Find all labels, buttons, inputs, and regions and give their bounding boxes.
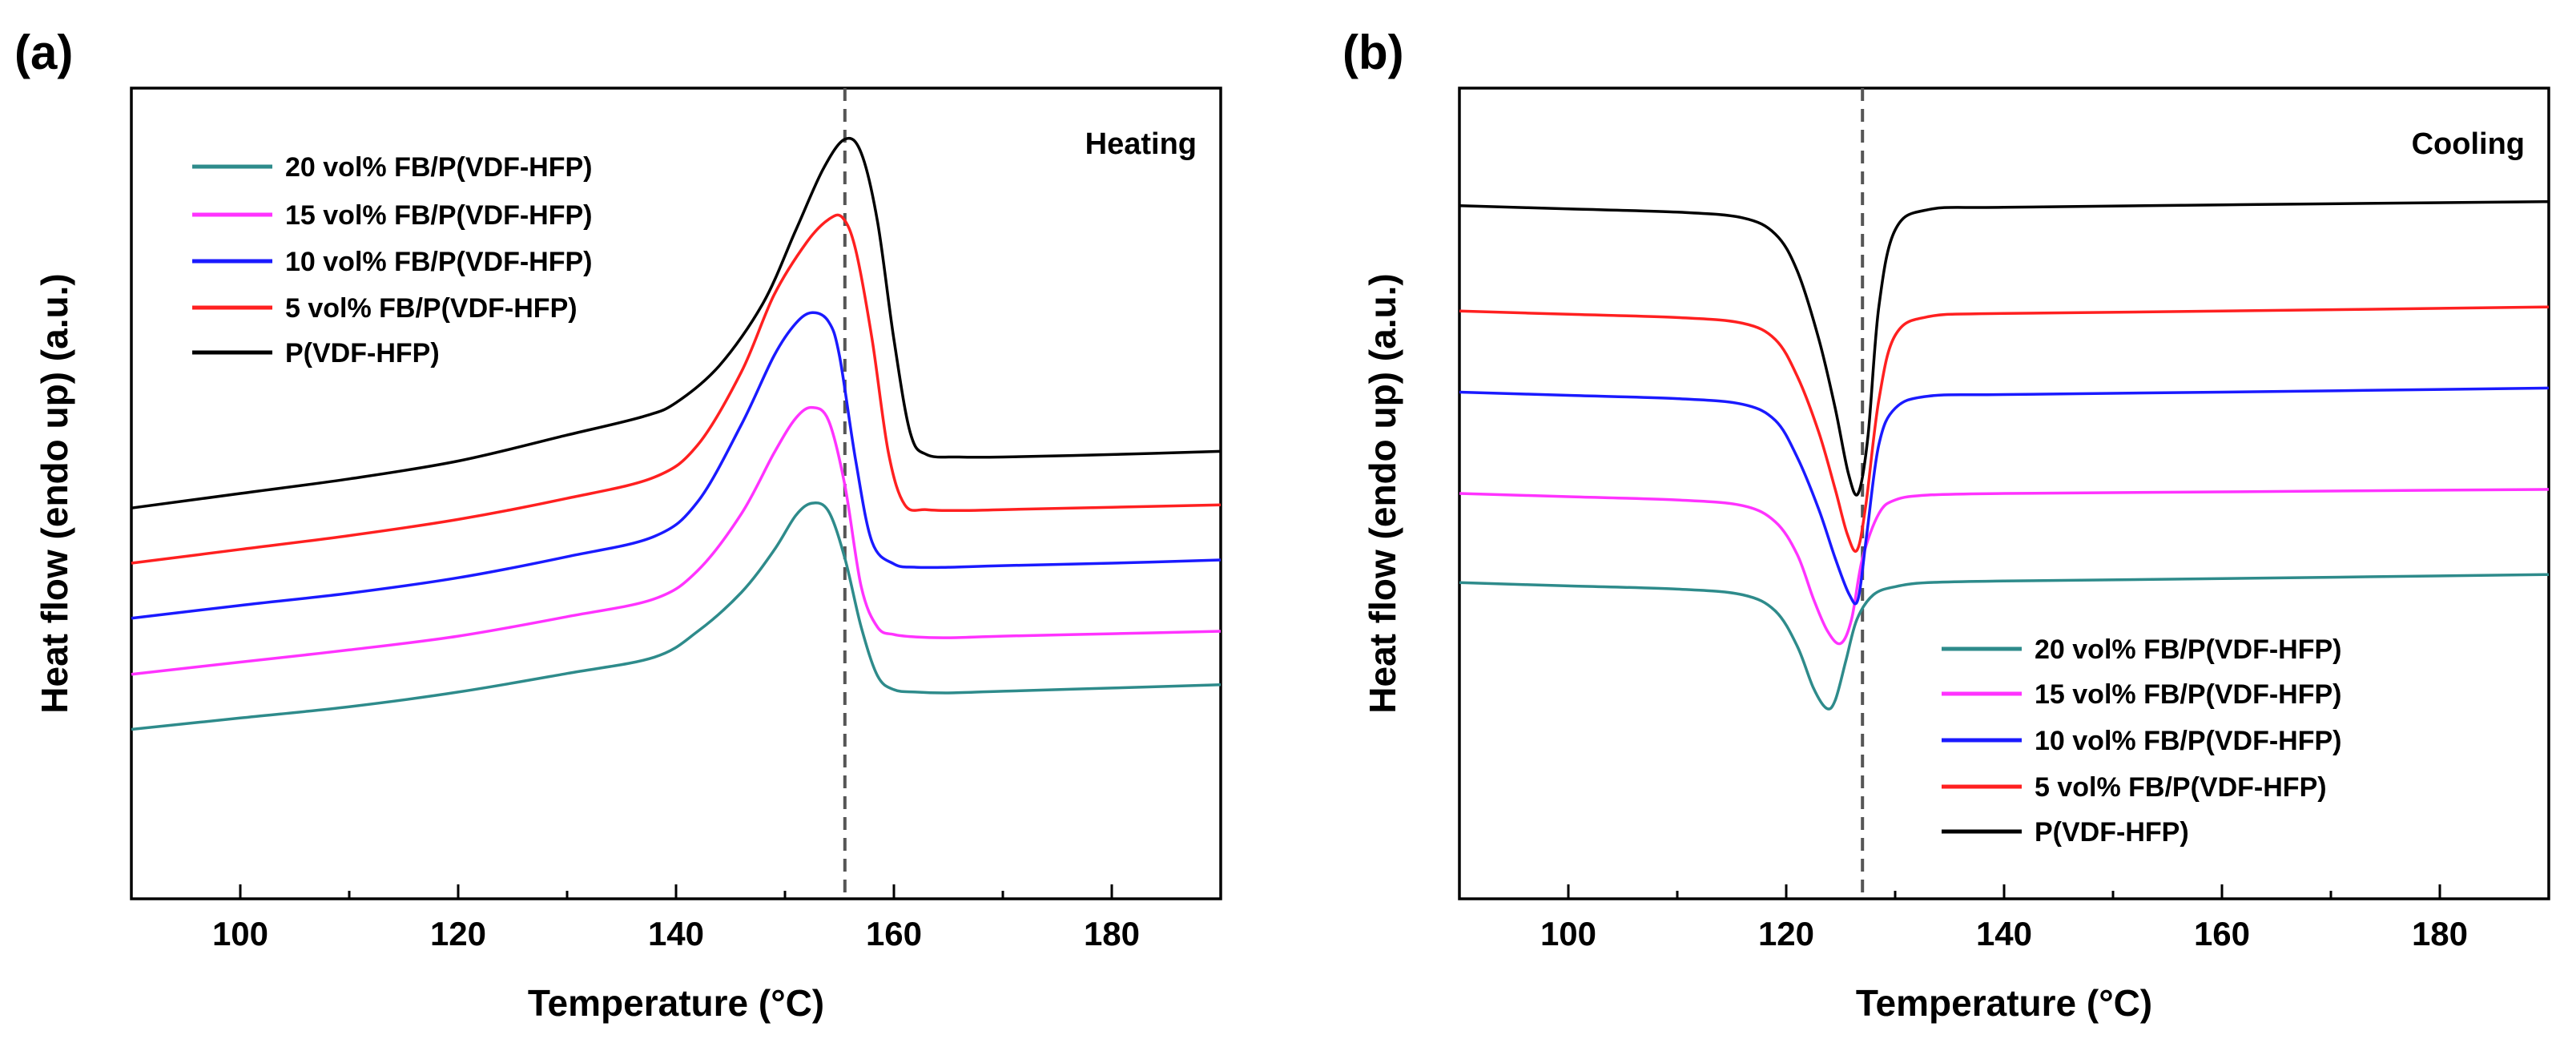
panel-b-xtick-label-120: 120 <box>1758 915 1814 952</box>
panel-b-curve-neat <box>1459 199 2550 497</box>
panel-b-x-ticks <box>1458 884 2550 899</box>
panel-b-xtick-label-160: 160 <box>2194 915 2250 952</box>
panel-a-mode-label: Heating <box>1085 127 1197 161</box>
panel-b-curves <box>1459 199 2550 711</box>
panel-b-curve-15vol <box>1459 488 2550 646</box>
panel-b-legend-label-10vol: 10 vol% FB/P(VDF-HFP) <box>2035 726 2341 756</box>
panel-a-x-ticks <box>130 884 1222 899</box>
panel-a-legend-label-20vol: 20 vol% FB/P(VDF-HFP) <box>285 152 592 183</box>
panel-b-mode-label: Cooling <box>2412 127 2525 161</box>
panel-b-legend-label-20vol: 20 vol% FB/P(VDF-HFP) <box>2035 634 2341 665</box>
panel-b-legend: 20 vol% FB/P(VDF-HFP) 15 vol% FB/P(VDF-H… <box>1942 634 2341 848</box>
panel-a-label: (a) <box>14 26 73 79</box>
panel-a: (a) 100 120 140 160 180 Temperature (°C)… <box>14 26 1222 1024</box>
panel-b-y-axis-title: Heat flow (endo up) (a.u.) <box>1362 273 1403 713</box>
panel-b-xtick-label-140: 140 <box>1976 915 2032 952</box>
panel-b: (b) 100 120 140 160 180 Temperature (°C)… <box>1342 26 2550 1024</box>
panel-b-legend-label-5vol: 5 vol% FB/P(VDF-HFP) <box>2035 772 2327 803</box>
panel-a-xtick-label-100: 100 <box>212 915 268 952</box>
panel-a-legend-label-neat: P(VDF-HFP) <box>285 338 440 368</box>
panel-b-curve-20vol <box>1459 573 2550 711</box>
panel-b-curve-5vol <box>1459 305 2550 553</box>
panel-a-legend-label-10vol: 10 vol% FB/P(VDF-HFP) <box>285 247 592 277</box>
panel-a-curve-5vol <box>131 213 1222 565</box>
panel-b-label: (b) <box>1342 26 1404 79</box>
panel-a-curve-neat <box>131 136 1222 509</box>
panel-a-curve-20vol <box>131 501 1222 731</box>
panel-a-curve-15vol <box>131 405 1222 676</box>
panel-a-xtick-label-180: 180 <box>1084 915 1140 952</box>
panel-a-legend: 20 vol% FB/P(VDF-HFP) 15 vol% FB/P(VDF-H… <box>192 152 592 368</box>
panel-a-y-axis-title: Heat flow (endo up) (a.u.) <box>34 273 75 713</box>
panel-b-xtick-label-180: 180 <box>2412 915 2468 952</box>
panel-b-curve-10vol <box>1459 386 2550 606</box>
panel-a-curve-10vol <box>131 311 1222 620</box>
panel-a-xtick-label-140: 140 <box>648 915 704 952</box>
panel-b-legend-label-neat: P(VDF-HFP) <box>2035 817 2189 848</box>
panel-a-xtick-label-160: 160 <box>866 915 922 952</box>
panel-b-xtick-label-100: 100 <box>1540 915 1596 952</box>
panel-a-x-axis-title: Temperature (°C) <box>528 982 824 1024</box>
panel-a-curves <box>131 136 1222 731</box>
panel-a-legend-label-15vol: 15 vol% FB/P(VDF-HFP) <box>285 200 592 231</box>
panel-b-legend-label-15vol: 15 vol% FB/P(VDF-HFP) <box>2035 679 2341 710</box>
panel-b-x-axis-title: Temperature (°C) <box>1856 982 2152 1024</box>
panel-a-xtick-label-120: 120 <box>430 915 486 952</box>
panel-a-legend-label-5vol: 5 vol% FB/P(VDF-HFP) <box>285 293 578 324</box>
